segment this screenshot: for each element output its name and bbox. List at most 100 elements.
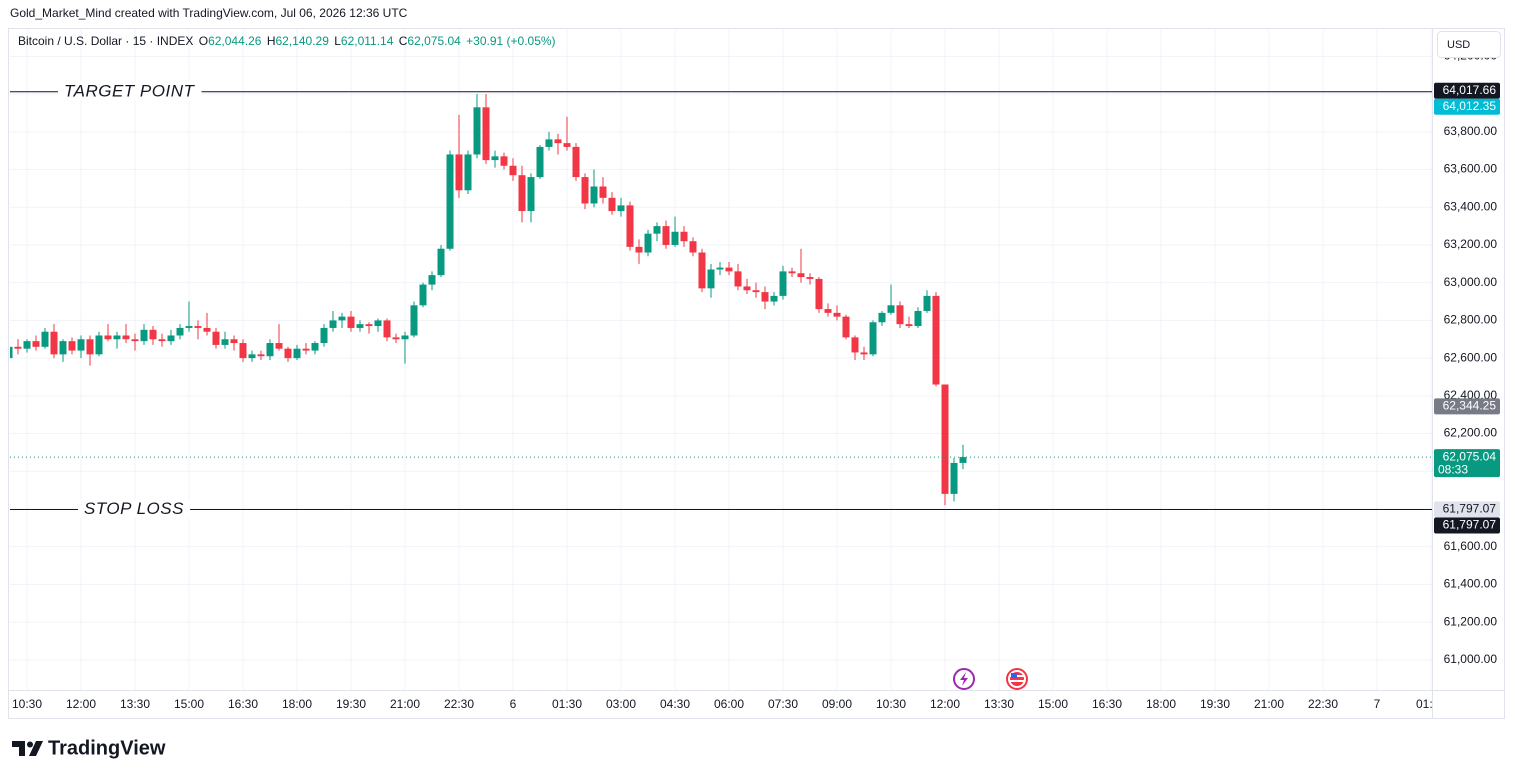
h-label: H: [267, 34, 276, 48]
price-label-box: [1434, 98, 1500, 115]
price-label-box: [1434, 517, 1500, 534]
x-tick-label: 07:30: [768, 697, 798, 711]
candle-body: [257, 354, 265, 357]
candle-body: [581, 177, 589, 204]
candle-body: [716, 267, 724, 270]
grid: [10, 30, 1432, 690]
price-label-countdown: 08:33: [1438, 462, 1468, 476]
low: 62,011.14: [341, 34, 394, 48]
candle-body: [131, 339, 139, 342]
x-tick-label: 13:30: [984, 697, 1014, 711]
candle-body: [392, 337, 400, 340]
candle-body: [833, 312, 841, 317]
candle-body: [320, 327, 328, 344]
price-axis: 61,000.0061,200.0061,400.0061,600.0061,8…: [1444, 49, 1498, 666]
candle-body: [41, 331, 49, 347]
candle-body: [617, 205, 625, 212]
line-label: TARGET POINT: [64, 81, 195, 100]
x-tick-label: 09:00: [822, 697, 852, 711]
price-label: 61,797.07: [1443, 518, 1497, 532]
candle-body: [311, 343, 319, 351]
chart-frame: [8, 28, 1505, 719]
currency[interactable]: USD: [1447, 39, 1470, 51]
candle-body: [779, 271, 787, 296]
candle-body: [824, 309, 832, 313]
candle-body: [302, 348, 310, 351]
y-tick-label: 63,200.00: [1444, 237, 1498, 251]
candle-body: [509, 165, 517, 176]
candle-body: [176, 327, 184, 336]
candle-body: [599, 186, 607, 198]
candle-body: [203, 327, 211, 332]
candle-body: [347, 316, 355, 328]
x-tick-label: 12:00: [66, 697, 96, 711]
candle-body: [122, 335, 130, 340]
candle-body: [230, 339, 238, 344]
candle-body: [248, 354, 256, 359]
candle-body: [734, 271, 742, 287]
candle-body: [950, 462, 958, 494]
candle-body: [221, 339, 229, 345]
candle-body: [194, 326, 202, 328]
candle-body: [491, 156, 499, 161]
candle-body: [527, 177, 535, 212]
x-tick-label: 03:00: [606, 697, 636, 711]
label-background: [78, 499, 191, 519]
x-tick-label: 6: [510, 697, 517, 711]
x-tick-label: 18:00: [282, 697, 312, 711]
c-label: C: [399, 34, 408, 48]
candle-body: [275, 343, 283, 349]
candle-body: [104, 335, 112, 340]
candle-body: [437, 248, 445, 276]
candle-body: [608, 197, 616, 212]
candles: [10, 94, 967, 506]
price-label: 64,012.35: [1443, 99, 1497, 113]
x-tick-label: 19:30: [1200, 697, 1230, 711]
candle-body: [14, 346, 22, 349]
candle-body: [707, 269, 715, 289]
candle-body: [545, 139, 553, 147]
event-icons: [953, 668, 1028, 690]
candle-body: [626, 205, 634, 247]
open: 62,044.26: [208, 34, 262, 48]
candle-body: [761, 292, 769, 302]
candle-body: [905, 324, 913, 327]
x-tick-label: 21:00: [1254, 697, 1284, 711]
candle-body: [59, 341, 67, 355]
candle-body: [770, 295, 778, 302]
currency-button[interactable]: [1437, 31, 1501, 58]
candle-body: [743, 286, 751, 291]
y-tick-label: 61,000.00: [1444, 652, 1498, 666]
candle-body: [752, 290, 760, 293]
close: 62,075.04: [407, 34, 461, 48]
candle-body: [10, 346, 13, 359]
candle-body: [401, 335, 409, 340]
candle-body: [167, 335, 175, 342]
candle-body: [671, 231, 679, 245]
candle-body: [158, 339, 166, 342]
brand-logo: [12, 741, 43, 756]
candle-body: [428, 275, 436, 285]
x-tick-label: 21:00: [390, 697, 420, 711]
candle-body: [815, 278, 823, 310]
price-label-box: [1434, 449, 1500, 478]
candle-body: [896, 305, 904, 325]
candle-body: [797, 273, 805, 278]
x-tick-label: 06:00: [714, 697, 744, 711]
price-label-box: [1434, 501, 1500, 518]
candle-body: [239, 343, 247, 359]
x-tick-label: 15:00: [174, 697, 204, 711]
x-tick-label: 15:00: [1038, 697, 1068, 711]
y-tick-label: 62,600.00: [1444, 350, 1498, 364]
line-label: STOP LOSS: [84, 499, 184, 518]
o-label: O: [199, 34, 208, 48]
y-tick-label: 61,600.00: [1444, 539, 1498, 553]
symbol: Bitcoin / U.S. Dollar · 15 · INDEX: [18, 34, 193, 48]
candle-body: [455, 154, 463, 191]
x-tick-label: 16:30: [228, 697, 258, 711]
candle-body: [563, 143, 571, 147]
x-tick-label: 10:30: [876, 697, 906, 711]
x-tick-label: 22:30: [444, 697, 474, 711]
brand: TradingView: [48, 737, 166, 759]
